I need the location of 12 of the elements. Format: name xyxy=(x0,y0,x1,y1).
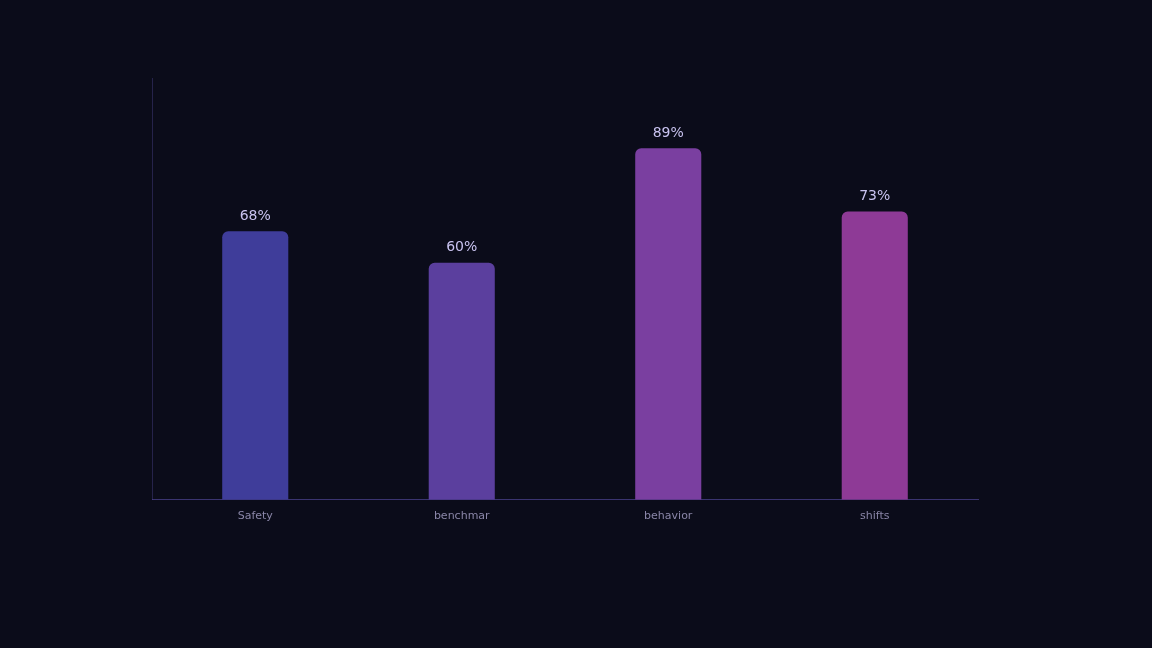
x-tick-label: shifts xyxy=(860,509,890,523)
bar xyxy=(428,262,495,500)
data-label: 68% xyxy=(239,206,271,223)
x-tick-label: behavior xyxy=(644,509,693,523)
x-tick-label: Safety xyxy=(237,509,274,523)
bar xyxy=(222,231,289,500)
bar xyxy=(635,148,702,500)
x-tick-label: benchmar xyxy=(433,509,491,523)
data-label: 73% xyxy=(859,187,891,204)
bar xyxy=(841,211,908,500)
data-label: 89% xyxy=(652,123,684,140)
data-label: 60% xyxy=(446,238,478,255)
